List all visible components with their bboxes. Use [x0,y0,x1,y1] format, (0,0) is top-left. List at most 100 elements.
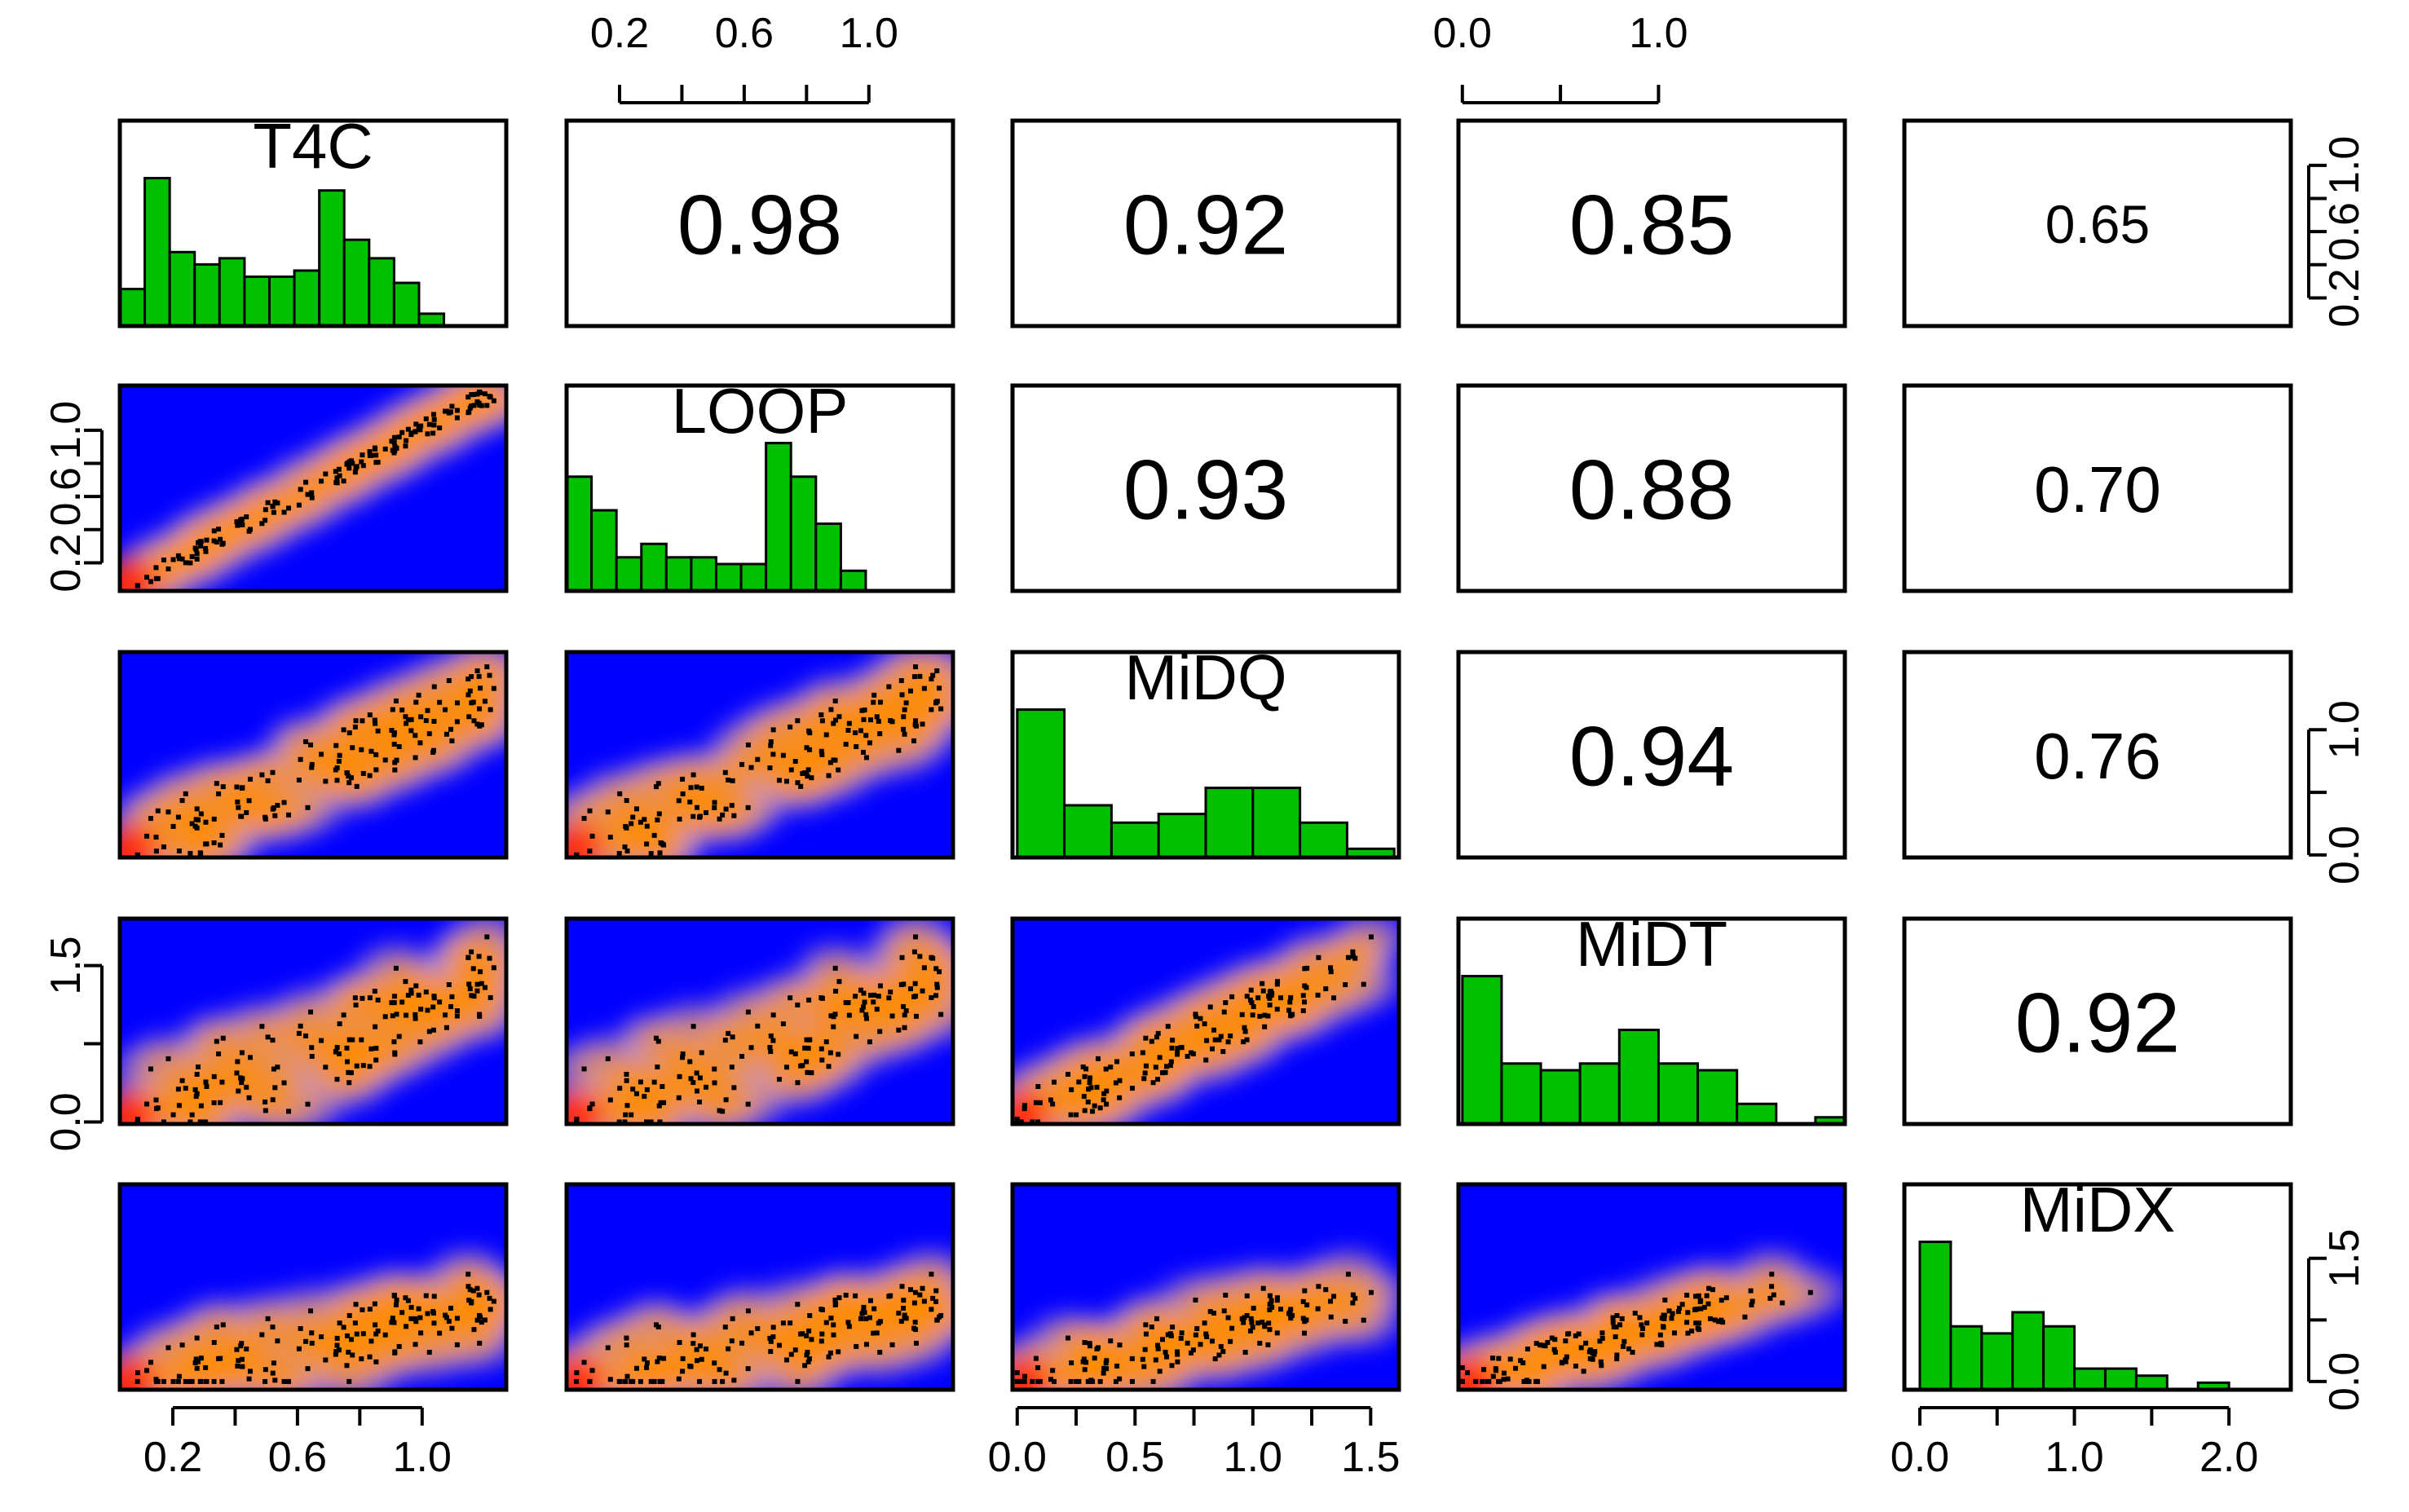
data-point [263,1367,268,1373]
data-point [1671,1330,1677,1336]
data-point [1225,1315,1231,1320]
data-point [1153,1065,1158,1070]
data-point [1693,1320,1699,1326]
data-point [354,1063,360,1069]
data-point [240,522,245,527]
data-point [1220,1349,1226,1355]
data-point [153,1097,159,1103]
data-point [1165,1024,1171,1029]
histogram-bar [1980,1332,2014,1391]
data-point [375,460,381,465]
data-point [431,1311,437,1316]
data-point [1108,1338,1114,1344]
tick-label: 1.5 [42,936,90,994]
data-point [723,1370,729,1376]
data-point [346,1069,351,1075]
data-point [449,994,455,999]
data-point [853,994,858,999]
data-point [624,1071,629,1077]
data-point [1302,999,1308,1005]
data-point [246,1376,252,1382]
data-point [656,1356,662,1361]
data-point [1669,1316,1674,1321]
data-point [219,541,225,547]
data-point [863,1316,869,1321]
data-point [323,1065,329,1070]
data-point [396,744,402,750]
data-point [624,1335,629,1341]
correlation-value: 0.93 [1123,443,1288,537]
data-point [1170,1325,1176,1330]
data-point [334,1335,340,1341]
data-point [642,1356,647,1362]
data-point [144,575,150,580]
tick-label: 1.0 [1629,10,1688,57]
data-point [391,434,397,440]
histogram-bar [714,562,743,593]
data-point [466,714,472,720]
data-point [697,1099,703,1104]
data-point [491,685,496,691]
data-point [1573,1363,1578,1369]
data-point [642,817,647,822]
data-point [373,1322,378,1328]
data-point [644,823,650,829]
data-point [382,757,388,763]
data-point [194,1335,200,1341]
data-point [393,965,399,971]
data-point [1698,1306,1704,1311]
data-point [296,1030,302,1036]
data-point [1189,1350,1194,1356]
data-point [176,556,182,562]
data-point [1198,1342,1203,1347]
data-point [1108,1065,1114,1070]
data-point [704,809,709,815]
histogram-bar [1251,787,1302,859]
data-point [188,560,193,566]
data-point [1050,1101,1056,1107]
data-point [413,421,419,427]
data-point [903,1008,909,1014]
data-point [655,1064,660,1069]
data-point [861,1304,867,1310]
histogram-bar [1204,787,1255,859]
data-point [768,1049,774,1055]
tick-label: 1.0 [2045,1434,2103,1481]
data-point [806,997,812,1003]
data-point [846,721,852,726]
data-point [1216,1037,1222,1043]
data-point [286,1109,292,1114]
data-point [1030,1119,1035,1124]
data-point [929,707,934,712]
data-point [739,1053,745,1059]
data-point [1267,1327,1273,1333]
data-point [391,1320,397,1325]
data-point [484,403,490,408]
data-point [605,1345,611,1351]
data-point [800,1331,805,1337]
data-point [867,717,873,723]
data-point [437,1330,443,1336]
axis-bottom-MiDQ: 0.0 0.5 1.0 1.5 [988,1406,1400,1481]
data-point [375,997,381,1003]
data-point [1221,1009,1227,1015]
data-point [359,459,364,465]
data-point [907,986,913,992]
data-point [726,1030,731,1036]
data-point [449,1325,455,1331]
data-point [350,461,355,466]
data-point [425,1007,430,1013]
data-point [1599,1335,1605,1341]
data-point [413,1012,418,1017]
data-point [265,500,271,505]
data-point [348,458,354,464]
data-point [488,707,493,712]
data-point [1286,1007,1292,1013]
data-point [1350,1300,1356,1306]
data-point [780,1320,786,1326]
data-point [298,1023,303,1029]
data-point [1244,994,1250,999]
data-point [1250,1012,1255,1018]
correlation-value: 0.85 [1569,178,1734,272]
data-point [1194,1023,1200,1029]
